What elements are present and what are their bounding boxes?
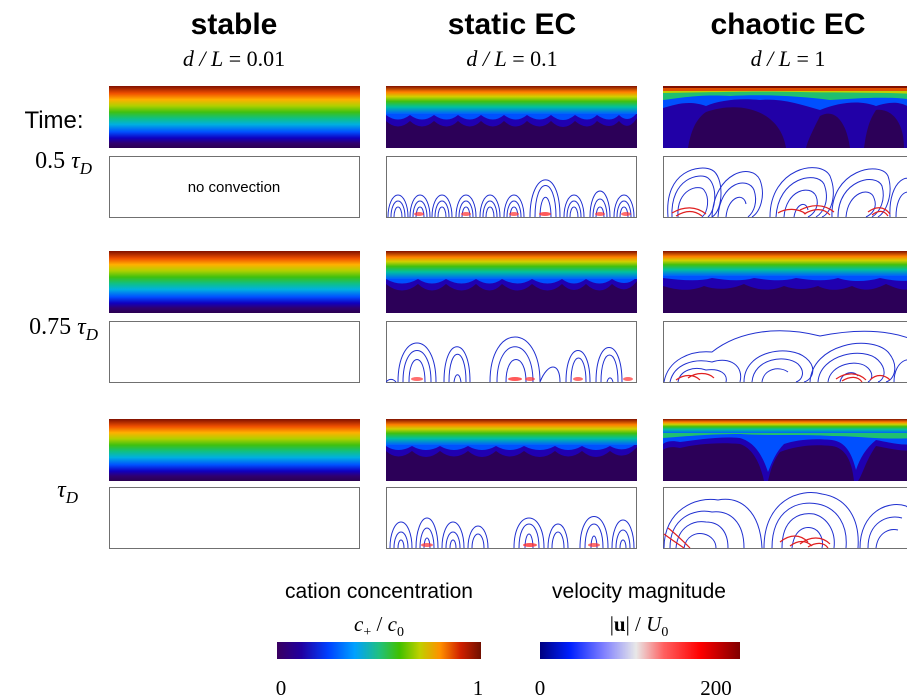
concentration-plot xyxy=(386,251,637,313)
velocity-hotspots xyxy=(414,212,631,216)
column-header-static-ec: static EC d / L = 0.1 xyxy=(448,8,576,71)
column-ratio: d / L = 1 xyxy=(751,46,826,71)
no-convection-note: no convection xyxy=(188,179,281,196)
velocity-hotspots xyxy=(671,205,891,217)
streamlines xyxy=(386,336,623,383)
velocity-plot xyxy=(663,487,907,549)
velocity-plot xyxy=(663,156,907,218)
legend-title: cation concentration xyxy=(285,580,473,603)
column-title: chaotic EC xyxy=(710,8,865,41)
legend-formula: |u| / U0 xyxy=(610,612,669,640)
velocity-plot xyxy=(109,156,360,218)
concentration-legend: cation concentration c+ / c0 0 1 xyxy=(276,580,484,698)
column-ratio: d / L = 0.01 xyxy=(183,46,285,71)
velocity-legend: velocity magnitude |u| / U0 0 200 xyxy=(535,580,740,698)
concentration-plot xyxy=(386,86,637,148)
column-ratio: d / L = 0.1 xyxy=(466,46,557,71)
colorbar-min-label: 0 xyxy=(276,676,287,698)
colorbar xyxy=(277,642,481,659)
concentration-plot xyxy=(109,251,360,313)
velocity-plot xyxy=(109,321,360,383)
column-title: stable xyxy=(191,8,278,41)
colorbar xyxy=(540,642,740,659)
streamlines xyxy=(663,492,907,549)
velocity-hotspots xyxy=(663,527,831,549)
velocity-hotspots xyxy=(675,372,891,383)
velocity-plot xyxy=(109,487,360,549)
stable-panels: no convection xyxy=(109,86,360,549)
concentration-plot xyxy=(663,251,907,313)
velocity-plot xyxy=(386,321,637,383)
concentration-plot xyxy=(386,419,637,481)
velocity-hotspots xyxy=(411,377,633,381)
chaotic-ec-panels xyxy=(663,86,907,549)
velocity-plot xyxy=(386,156,637,218)
colorbar-max-label: 200 xyxy=(700,676,732,698)
colorbar-min-label: 0 xyxy=(535,676,546,698)
colorbar-max-label: 1 xyxy=(473,676,484,698)
concentration-plot xyxy=(109,419,360,481)
row-label-2: 0.75 τD xyxy=(29,314,99,344)
row-label-3: τD xyxy=(57,477,79,507)
row-label-1: 0.5 τD xyxy=(35,148,93,178)
concentration-plot xyxy=(663,86,907,148)
row-header: Time: xyxy=(24,107,83,134)
static-ec-panels xyxy=(386,86,637,549)
legend-title: velocity magnitude xyxy=(552,580,726,603)
legend-formula: c+ / c0 xyxy=(354,612,404,640)
column-header-stable: stable d / L = 0.01 xyxy=(183,8,285,71)
concentration-plot xyxy=(109,86,360,148)
column-title: static EC xyxy=(448,8,576,41)
column-header-chaotic-ec: chaotic EC d / L = 1 xyxy=(710,8,865,71)
concentration-plot xyxy=(663,419,907,481)
velocity-hotspots xyxy=(421,543,600,547)
